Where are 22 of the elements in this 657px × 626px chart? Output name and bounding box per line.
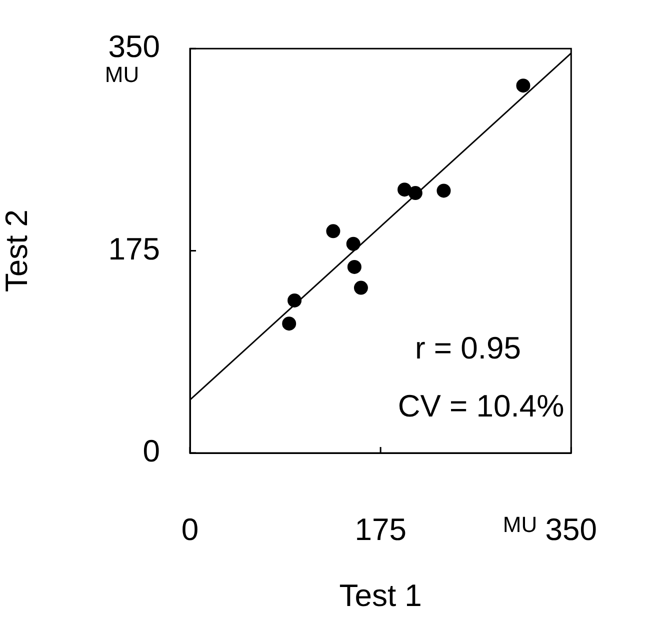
point bbox=[516, 78, 530, 93]
x-tick-label: 0 bbox=[181, 512, 199, 548]
point bbox=[347, 260, 362, 274]
point bbox=[326, 224, 340, 238]
annotation: CV = 10.4% bbox=[398, 388, 564, 424]
text: MU bbox=[502, 512, 538, 538]
point bbox=[288, 293, 302, 308]
x-tick-label: 175 bbox=[354, 512, 406, 548]
x-tick-label: 350 bbox=[545, 512, 598, 548]
y-tick-label: 175 bbox=[108, 231, 160, 266]
y-tick-label: 0 bbox=[142, 434, 160, 469]
y-axis-title: Test 2 bbox=[0, 209, 34, 292]
point bbox=[282, 316, 296, 331]
y-tick-label: 350 bbox=[108, 29, 160, 64]
point bbox=[436, 184, 451, 198]
text: MU bbox=[104, 62, 140, 88]
point bbox=[398, 182, 412, 197]
point bbox=[346, 236, 360, 251]
point bbox=[354, 280, 368, 295]
x-axis-title: Test 1 bbox=[339, 578, 422, 613]
annotation: r = 0.95 bbox=[415, 330, 521, 366]
point bbox=[408, 186, 422, 200]
